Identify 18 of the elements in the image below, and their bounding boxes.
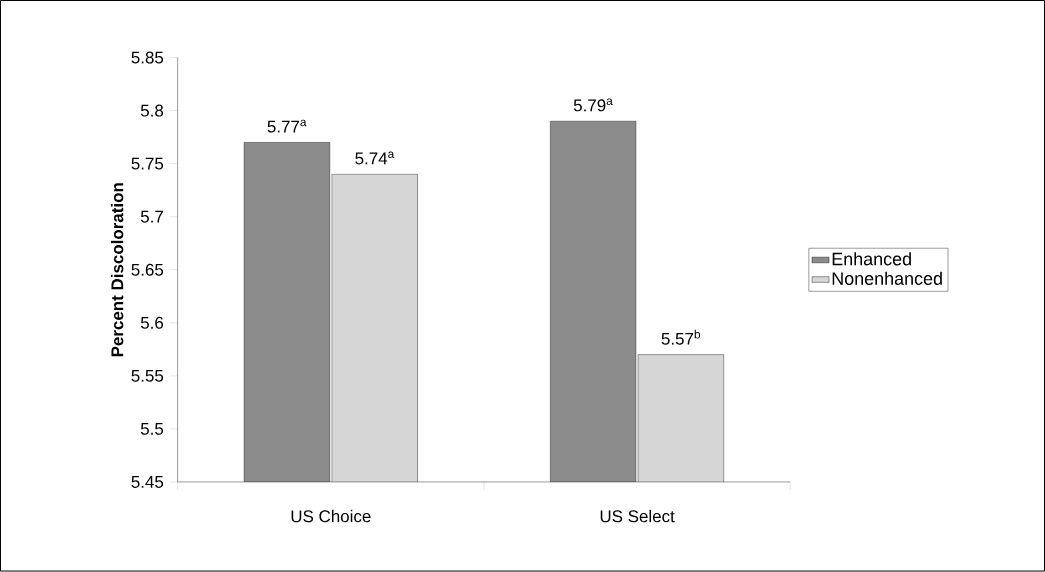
x-tick-label: US Choice <box>291 510 371 523</box>
y-tick-label: 5.7 <box>140 211 163 223</box>
y-tick-label: 5.75 <box>131 157 164 170</box>
legend-label: Nonenhanced <box>832 271 942 286</box>
legend-label: Enhanced <box>832 252 911 266</box>
y-tick-label: 5.8 <box>140 104 164 117</box>
y-tick-label: 5.6 <box>140 317 164 330</box>
data-label: 5.77$^{a}$ <box>267 120 307 133</box>
y-tick-label: 5.55 <box>131 370 164 382</box>
y-tick-label: 5.85 <box>131 51 164 64</box>
y-tick-label: 5.65 <box>131 263 164 276</box>
y-tick-label: 5.45 <box>131 476 164 489</box>
data-label: 5.74$^{a}$ <box>355 151 395 165</box>
x-tick-label: US Select <box>600 510 675 523</box>
y-axis-title: Percent Discoloration <box>110 183 124 357</box>
data-label: 5.79$^{a}$ <box>573 98 613 112</box>
data-label: 5.57$^{b}$ <box>661 329 701 346</box>
y-tick-label: 5.5 <box>140 423 164 436</box>
